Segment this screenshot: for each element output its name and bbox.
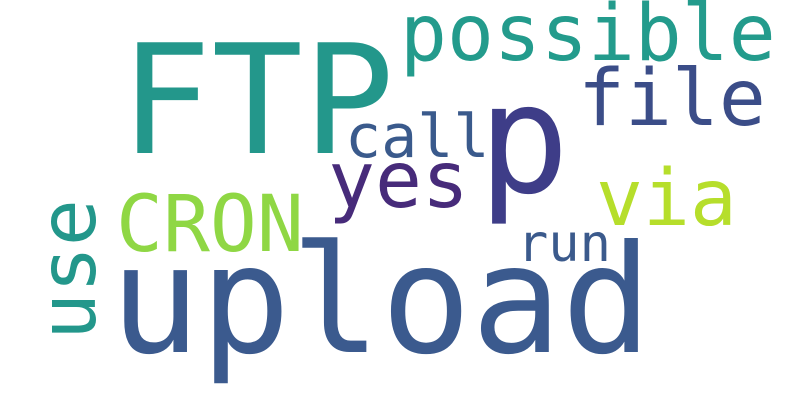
word-cron: CRON xyxy=(116,180,304,270)
word-use: use xyxy=(24,199,114,340)
word-yes: yes xyxy=(328,136,469,226)
word-upload: upload xyxy=(110,214,652,388)
word-call: call xyxy=(345,102,490,172)
word-run: run xyxy=(517,214,611,274)
word-possible: possible xyxy=(400,0,776,79)
word-p: p xyxy=(478,51,570,228)
word-ftp: FTP xyxy=(120,12,395,189)
word-via: via xyxy=(596,154,737,244)
word-file: file xyxy=(578,54,766,144)
